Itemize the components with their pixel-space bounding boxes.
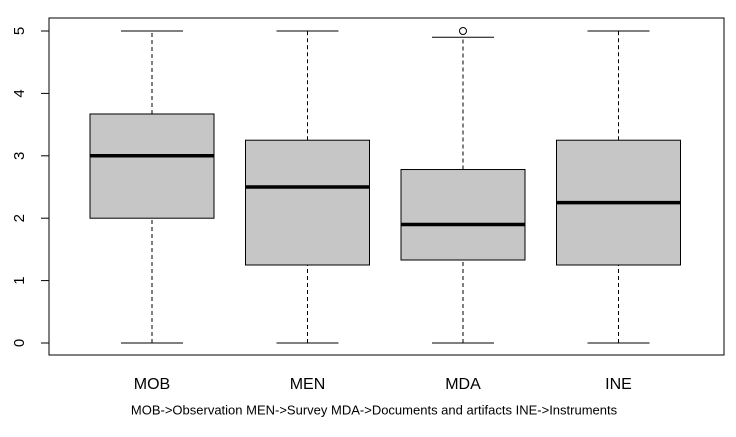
y-tick-label: 2 [11, 214, 28, 222]
y-tick-label: 5 [11, 27, 28, 35]
x-tick-label: MDA [445, 376, 481, 393]
outlier [459, 27, 467, 35]
y-tick-label: 1 [11, 276, 28, 284]
box [400, 169, 526, 261]
box [245, 139, 370, 266]
caption: MOB->Observation MEN->Survey MDA->Docume… [131, 402, 618, 417]
y-tick-label: 0 [11, 339, 28, 347]
y-tick-label: 3 [11, 152, 28, 160]
x-tick-label: MOB [134, 376, 170, 393]
x-tick-label: MEN [290, 376, 326, 393]
box [89, 113, 215, 219]
x-tick-label: INE [605, 376, 632, 393]
y-tick-label: 4 [11, 89, 28, 97]
plot-frame [48, 17, 725, 356]
